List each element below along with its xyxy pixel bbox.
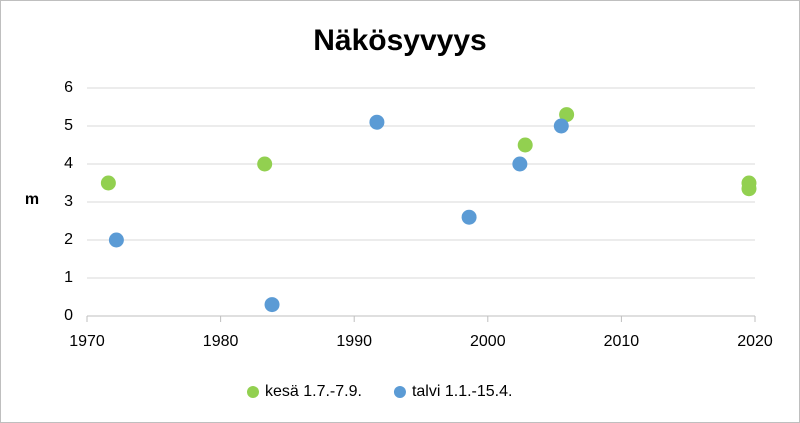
chart-title: Näkösyvyys xyxy=(313,24,486,57)
point xyxy=(559,107,575,123)
point xyxy=(512,156,528,172)
legend-label: kesä 1.7.-7.9. xyxy=(265,383,362,400)
y-tick-label: 6 xyxy=(64,79,73,96)
point xyxy=(369,114,385,130)
point xyxy=(741,181,757,197)
point xyxy=(108,232,124,248)
point xyxy=(517,137,533,153)
x-tick-label: 2010 xyxy=(604,333,640,350)
x-tick-label: 2000 xyxy=(470,333,506,350)
y-tick-label: 3 xyxy=(64,193,73,210)
x-tick-label: 1980 xyxy=(203,333,239,350)
point xyxy=(264,297,280,313)
y-tick-label: 2 xyxy=(64,231,73,248)
legend-label: talvi 1.1.-15.4. xyxy=(412,383,513,400)
x-tick-label: 1970 xyxy=(69,333,105,350)
point xyxy=(257,156,273,172)
point xyxy=(461,209,477,225)
y-tick-label: 0 xyxy=(64,307,73,324)
y-tick-label: 1 xyxy=(64,269,73,286)
y-tick-label: 5 xyxy=(64,117,73,134)
legend-marker xyxy=(393,386,406,398)
legend-marker xyxy=(247,386,259,398)
x-tick-label: 1990 xyxy=(336,333,372,350)
x-tick-label: 2020 xyxy=(737,333,773,350)
point xyxy=(100,175,116,191)
y-tick-label: 4 xyxy=(64,155,73,172)
point xyxy=(553,118,569,134)
y-axis-label: m xyxy=(25,191,39,208)
